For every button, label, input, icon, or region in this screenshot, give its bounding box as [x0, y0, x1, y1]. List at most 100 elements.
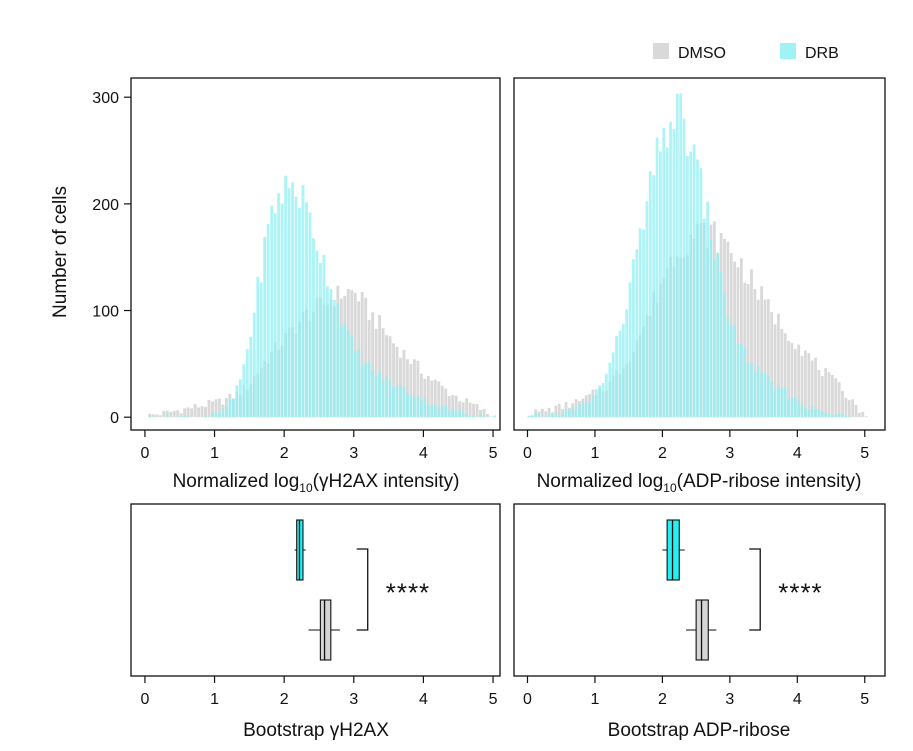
drb-histogram-bar — [561, 413, 564, 418]
drb-histogram-bar — [388, 380, 392, 418]
dmso-histogram-bar — [847, 400, 851, 418]
x-tick-label: 4 — [419, 445, 428, 462]
drb-histogram-bar — [263, 236, 267, 418]
drb-histogram-bar — [777, 386, 780, 418]
drb-histogram-bar — [378, 370, 382, 418]
dmso-histogram-bar — [780, 328, 784, 418]
x-tick-label: 4 — [793, 691, 802, 708]
drb-histogram-bar — [482, 415, 486, 418]
dmso-histogram-bar — [183, 408, 187, 418]
drb-histogram-bar — [527, 415, 531, 418]
dmso-histogram-bar — [820, 376, 824, 418]
drb-histogram-bar — [615, 335, 618, 418]
significance-stars: **** — [386, 578, 430, 608]
drb-histogram-bar — [739, 344, 743, 418]
x-tick-label: 3 — [725, 691, 734, 708]
x-tick-label: 1 — [210, 445, 219, 462]
drb-histogram-bar — [581, 402, 585, 418]
drb-histogram-bar — [814, 408, 817, 418]
dmso-histogram-bar — [211, 401, 214, 418]
dmso-histogram-bar — [557, 403, 561, 418]
drb-histogram-bar — [773, 388, 777, 418]
drb-histogram-bar — [723, 293, 726, 418]
drb-histogram-bar — [642, 229, 645, 418]
drb-histogram-bar — [183, 415, 187, 418]
dmso-histogram-bar — [468, 402, 472, 418]
dmso-histogram-bar — [214, 399, 218, 418]
drb-histogram-bar — [270, 205, 274, 418]
dmso-histogram-bar — [430, 380, 434, 418]
drb-histogram-bar — [763, 373, 767, 418]
drb-histogram-bar — [346, 329, 350, 418]
y-tick-label: 100 — [92, 304, 119, 321]
dmso-histogram-bar — [851, 399, 855, 418]
drb-histogram-bar — [787, 399, 790, 418]
dmso-histogram-bar — [793, 349, 797, 418]
drb-histogram-bar — [374, 375, 378, 418]
dmso-histogram-bar — [787, 340, 790, 418]
drb-histogram-bar — [360, 366, 364, 418]
drb-histogram-bar — [837, 413, 841, 418]
dmso-histogram-bar — [824, 368, 828, 418]
panel-yh2ax-histogram: 0 1 2 3 4 5 0 100 200 300 — [92, 77, 501, 462]
drb-histogram-bar — [256, 276, 260, 418]
drb-histogram-bar — [625, 309, 629, 418]
dmso-histogram-bar — [444, 388, 448, 418]
drb-histogram-bar — [353, 351, 357, 418]
x-axis-title-yh2ax: Normalized log10(γH2AX intensity) — [173, 471, 460, 495]
drb-histogram-bar — [472, 416, 476, 418]
dmso-histogram-bar — [564, 402, 568, 418]
drb-histogram-bar — [800, 403, 804, 418]
dmso-histogram-bar — [574, 399, 578, 418]
drb-histogram-bar — [780, 388, 784, 418]
drb-histogram-bar — [339, 326, 343, 418]
dmso-histogram-bar — [451, 395, 455, 418]
drb-histogram-bar — [430, 405, 434, 418]
x-tick-label: 2 — [658, 691, 667, 708]
drb-histogram-bar — [444, 405, 448, 418]
box-iqr — [666, 519, 680, 581]
drb-histogram-bar — [766, 375, 770, 418]
drb-histogram-bar — [231, 398, 235, 418]
drb-histogram-bar — [797, 401, 801, 418]
x-title-rest: (ADP-ribose intensity) — [677, 471, 862, 492]
drb-histogram-bar — [211, 412, 214, 418]
dmso-histogram-bar — [814, 357, 817, 418]
drb-histogram-bar — [451, 408, 455, 418]
drb-histogram-bar — [598, 385, 602, 418]
drb-histogram-bar — [218, 413, 221, 418]
dmso-histogram-bar — [753, 288, 757, 418]
legend-swatch-dmso — [653, 43, 669, 59]
x-tick-label: 2 — [280, 445, 289, 462]
dmso-histogram-bar — [388, 336, 392, 418]
drb-histogram-bar — [291, 182, 295, 418]
drb-histogram-bar — [399, 385, 402, 418]
dmso-histogram-bar — [746, 284, 750, 418]
dmso-histogram-bar — [475, 404, 479, 418]
dmso-histogram-bar — [392, 343, 395, 418]
drb-histogram-bar — [638, 228, 642, 418]
dmso-histogram-bar — [790, 343, 794, 418]
drb-histogram-bar — [783, 388, 787, 418]
dmso-histogram-bar — [817, 369, 821, 418]
drb-histogram-bar — [534, 413, 538, 418]
drb-histogram-bar — [447, 410, 451, 418]
drb-histogram-bar — [249, 336, 253, 418]
drb-histogram-bar — [675, 93, 679, 418]
drb-histogram-bar — [719, 272, 723, 418]
dmso-histogram-bar — [169, 411, 173, 418]
drb-histogram-bar — [294, 196, 298, 418]
drb-histogram-bar — [179, 416, 183, 418]
drb-histogram-bar — [760, 372, 763, 418]
plot-frame — [130, 77, 501, 431]
drb-histogram-bar — [165, 414, 169, 418]
drb-histogram-bar — [479, 414, 482, 418]
x-title-sub: 10 — [663, 481, 677, 495]
drb-histogram-bar — [312, 238, 315, 418]
dmso-histogram-bar — [465, 398, 469, 418]
x-tick-label: 1 — [210, 691, 219, 708]
drb-histogram-bar — [325, 286, 329, 418]
dmso-histogram-bar — [378, 315, 382, 418]
drb-histogram-bar — [437, 408, 441, 418]
drb-histogram-bar — [746, 362, 750, 418]
